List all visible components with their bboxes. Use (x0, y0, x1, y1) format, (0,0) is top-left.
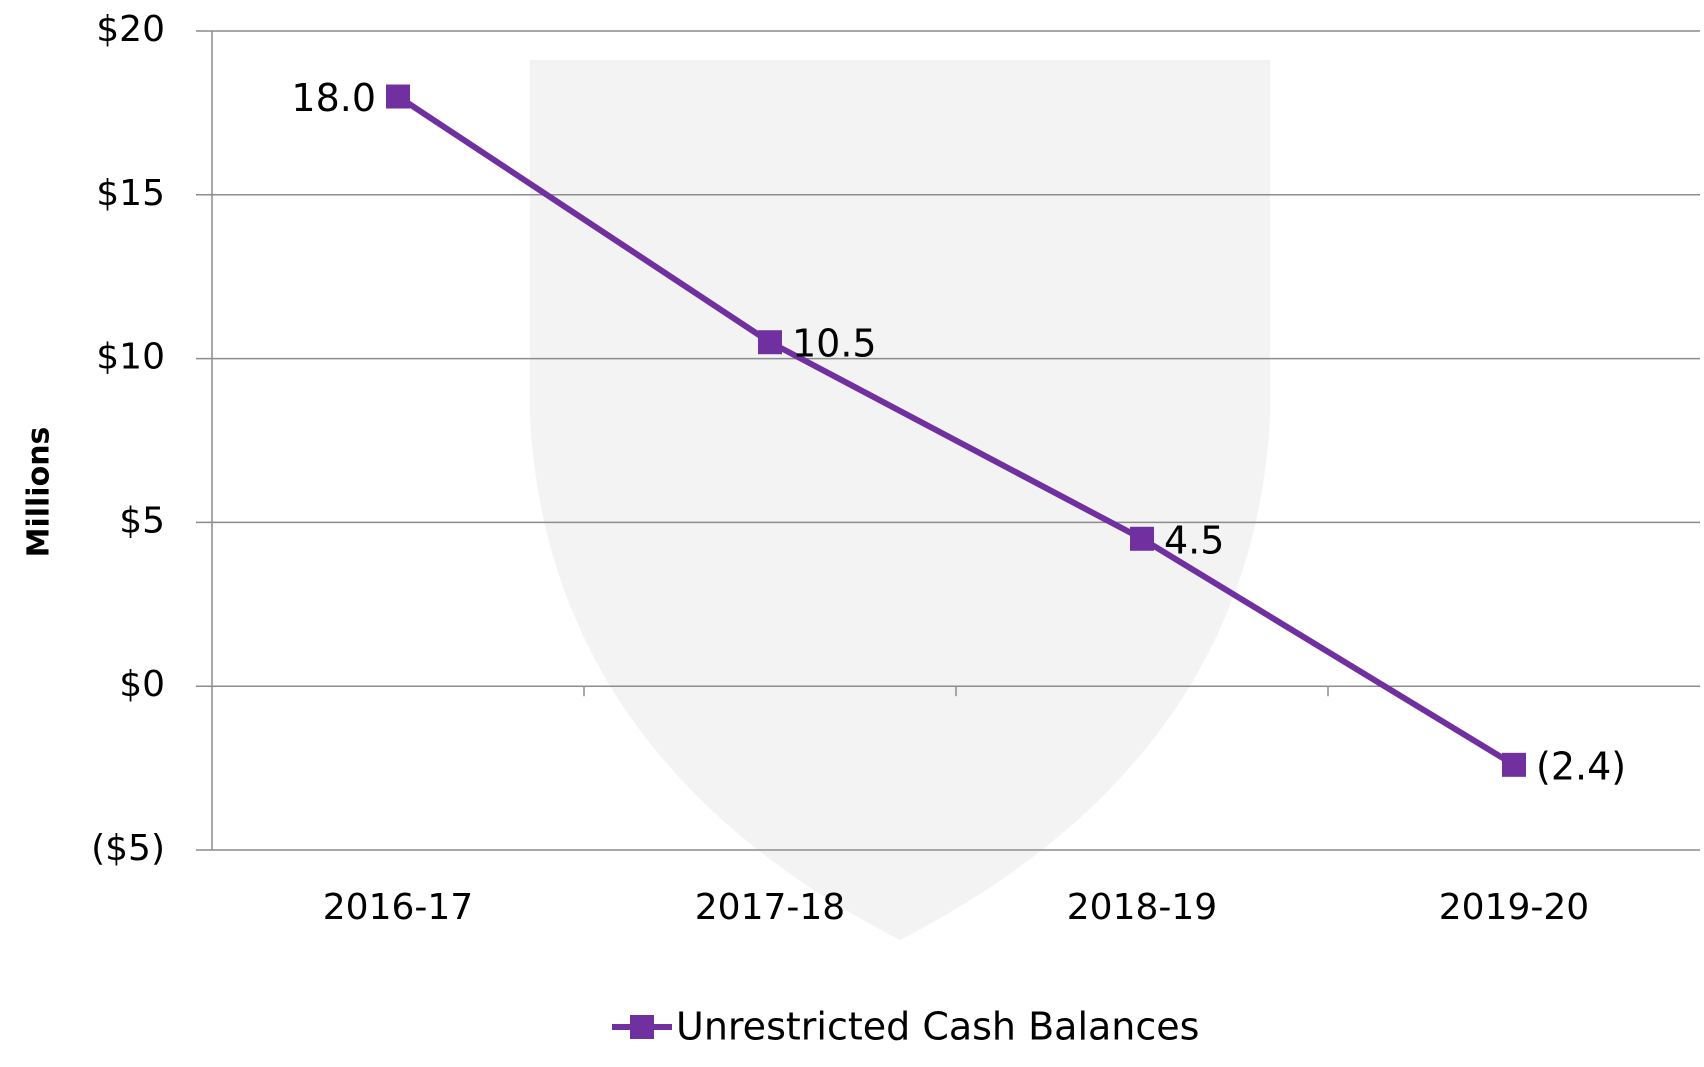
x-tick-label: 2017-18 (695, 887, 845, 928)
data-label: 4.5 (1164, 518, 1224, 562)
line (396, 94, 1516, 768)
legend-marker (630, 1015, 654, 1039)
y-tick-label: ($5) (91, 828, 165, 869)
data-label: 10.5 (792, 322, 877, 366)
marker (758, 330, 782, 355)
y-tick-label: $15 (96, 173, 165, 214)
marker (1502, 752, 1526, 777)
y-tick-label: $10 (96, 337, 165, 378)
y-tick-label: $5 (119, 500, 165, 541)
y-axis-label: Millions (22, 427, 57, 558)
marker (386, 84, 410, 109)
legend-label: Unrestricted Cash Balances (676, 1005, 1199, 1049)
watermark-shield (530, 60, 1270, 940)
y-tick-label: $20 (96, 9, 165, 50)
x-tick-label: 2016-17 (323, 887, 473, 928)
data-label: 18.0 (291, 76, 376, 120)
y-tick-label: $0 (119, 664, 165, 705)
x-tick-label: 2018-19 (1067, 887, 1217, 928)
x-tick-label: 2019-20 (1439, 887, 1589, 928)
marker (1130, 526, 1154, 551)
data-label: (2.4) (1536, 744, 1626, 788)
